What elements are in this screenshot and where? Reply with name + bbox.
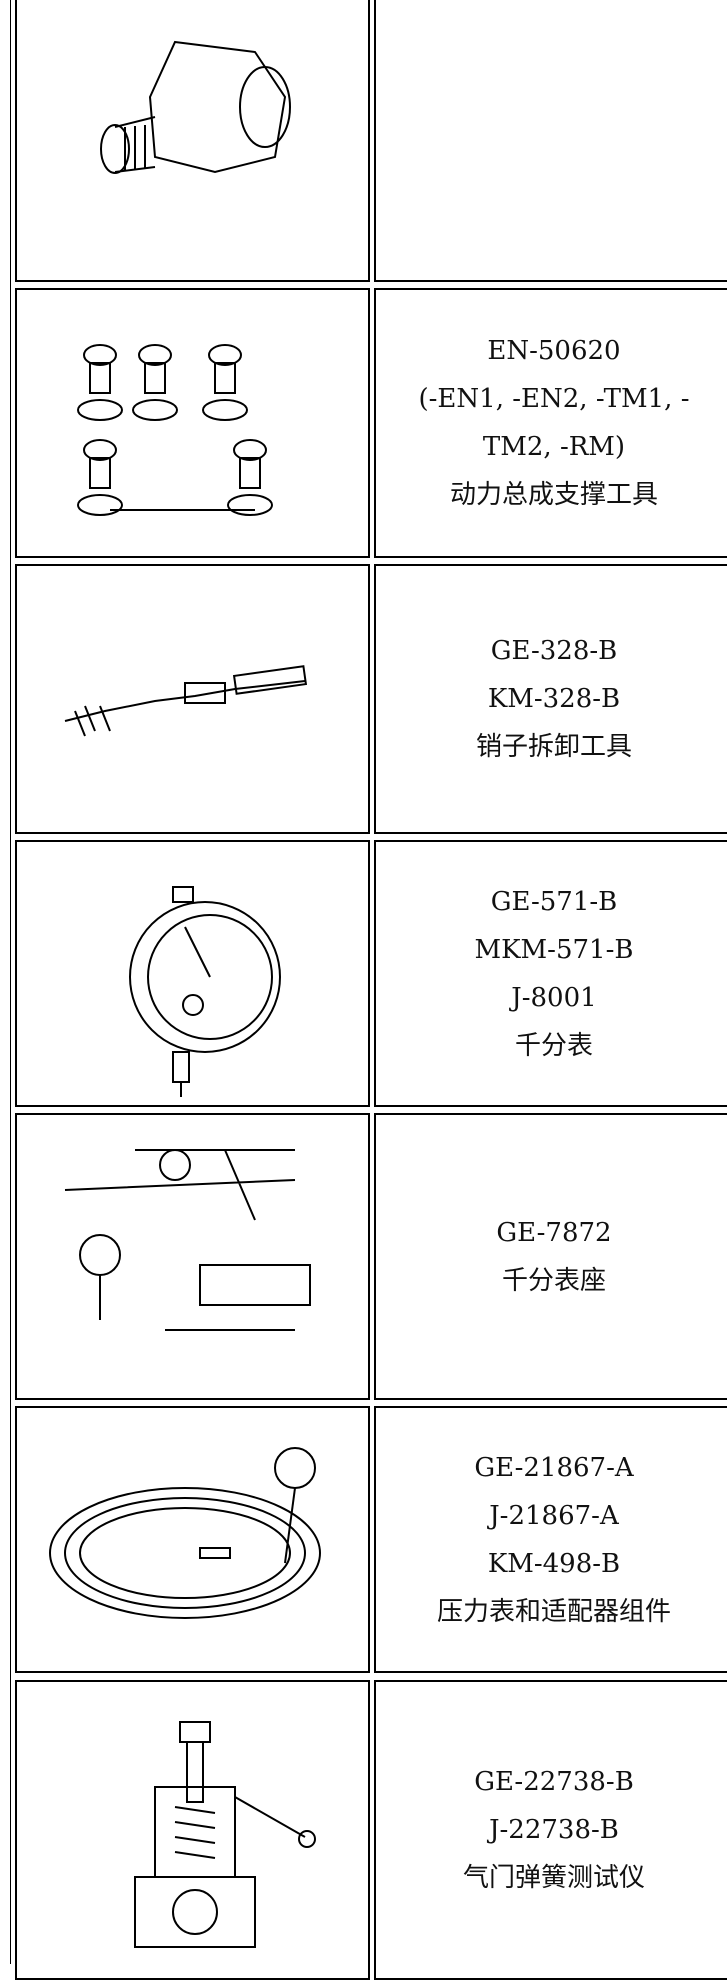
table-edge [10, 0, 11, 1964]
tool-illustration [100, 40, 291, 174]
tool-description: GE-571-B MKM-571-B J-8001 千分表 [376, 842, 727, 1105]
image-cell [15, 1680, 370, 1980]
text-line: 销子拆卸工具 [475, 732, 632, 762]
text-line: EN-50620 [487, 336, 621, 366]
text-line: MKM-571-B [474, 934, 634, 965]
tool-description: EN-50620 (-EN1, -EN2, -TM1, - TM2, -RM) 动力总… [376, 290, 727, 556]
text-line: J-22738-B [489, 1815, 619, 1845]
text-cell: GE-7872 千分表座 [374, 1113, 727, 1400]
image-cell [15, 840, 370, 1107]
tool-description: GE-328-B KM-328-B 销子拆卸工具 [376, 566, 727, 832]
text-cell [374, 0, 727, 282]
text-line: 压力表和适配器组件 [436, 1596, 671, 1627]
tool-illustration [64, 665, 308, 737]
text-line: GE-22738-B [474, 1767, 634, 1797]
tool-illustration [49, 1447, 321, 1619]
text-line: GE-21867-A [474, 1452, 634, 1483]
text-cell: GE-22738-B J-22738-B 气门弹簧测试仪 [374, 1680, 727, 1980]
tool-description: GE-21867-A J-21867-A KM-498-B 压力表和适配器组件 [376, 1408, 727, 1671]
image-cell [15, 564, 370, 834]
text-line: KM-498-B [487, 1548, 621, 1579]
tool-illustration [64, 1149, 311, 1331]
image-cell [15, 1406, 370, 1673]
image-cell [15, 1113, 370, 1400]
text-cell: GE-571-B MKM-571-B J-8001 千分表 [374, 840, 727, 1107]
text-cell: EN-50620 (-EN1, -EN2, -TM1, - TM2, -RM) 动力总… [374, 288, 727, 558]
image-cell [15, 288, 370, 558]
tool-description: GE-7872 千分表座 [376, 1115, 727, 1398]
text-line: 千分表 [514, 1030, 593, 1061]
text-line: 动力总成支撑工具 [449, 480, 658, 510]
tool-description: GE-22738-B J-22738-B 气门弹簧测试仪 [376, 1682, 727, 1978]
text-cell: GE-328-B KM-328-B 销子拆卸工具 [374, 564, 727, 834]
image-cell [15, 0, 370, 282]
tool-illustration [134, 1721, 316, 1948]
text-line: J-21867-A [489, 1500, 619, 1531]
text-line: 千分表座 [501, 1265, 606, 1296]
text-line: GE-7872 [496, 1217, 612, 1248]
text-cell: GE-21867-A J-21867-A KM-498-B 压力表和适配器组件 [374, 1406, 727, 1673]
text-line: 气门弹簧测试仪 [462, 1863, 645, 1893]
tool-illustration [129, 886, 281, 1097]
text-line: GE-571-B [490, 886, 618, 917]
text-line: (-EN1, -EN2, -TM1, - [418, 384, 690, 414]
text-line: J-8001 [511, 982, 597, 1013]
text-line: KM-328-B [487, 684, 621, 714]
text-line: TM2, -RM) [482, 432, 626, 462]
text-line: GE-328-B [490, 636, 618, 666]
tool-illustration [77, 344, 273, 516]
